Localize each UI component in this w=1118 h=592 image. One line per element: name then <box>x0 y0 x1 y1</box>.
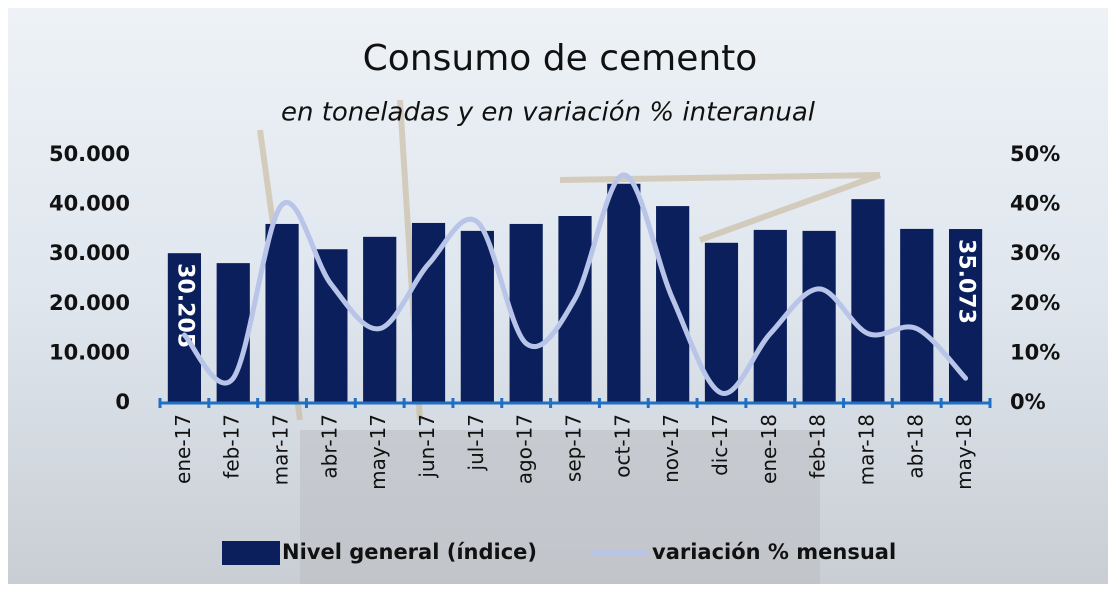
bar <box>948 229 983 403</box>
bar <box>753 229 787 403</box>
bar <box>558 216 592 403</box>
bar <box>900 228 934 403</box>
bar <box>460 230 494 403</box>
legend-label: variación % mensual <box>652 540 896 564</box>
bar <box>314 249 348 403</box>
x-tick-label: may-17 <box>366 414 390 490</box>
bar <box>265 223 299 403</box>
x-tick-label: mar-17 <box>269 414 293 485</box>
y-tick-label: 30.000 <box>49 241 130 265</box>
y2-tick-label: 50% <box>1010 142 1060 166</box>
x-tick-label: may-18 <box>952 414 976 490</box>
bar <box>509 223 543 403</box>
y2-tick-label: 30% <box>1010 241 1060 265</box>
bar <box>607 183 641 403</box>
y-tick-label: 0 <box>115 390 130 414</box>
legend-swatch <box>222 541 280 565</box>
bar <box>167 253 202 403</box>
x-tick-label: jun-17 <box>415 414 439 479</box>
x-tick-label: abr-18 <box>903 414 927 479</box>
y-tick-label: 20.000 <box>49 291 130 315</box>
y-tick-label: 40.000 <box>49 192 130 216</box>
x-tick-label: jul-17 <box>464 414 488 471</box>
bar <box>802 230 836 403</box>
x-tick-label: mar-18 <box>854 414 878 485</box>
chart-title: Consumo de cemento <box>363 38 758 79</box>
x-tick-label: dic-17 <box>708 414 732 476</box>
data-label: 35.073 <box>954 239 979 324</box>
y-tick-label: 10.000 <box>49 340 130 364</box>
x-tick-label: abr-17 <box>317 414 341 479</box>
line <box>181 172 969 396</box>
bar <box>851 199 885 403</box>
x-tick-label: nov-17 <box>659 414 683 483</box>
chart-subtitle: en toneladas y en variación % interanual <box>281 98 816 128</box>
y2-tick-label: 20% <box>1010 291 1060 315</box>
y2-tick-label: 0% <box>1010 390 1046 414</box>
y2-tick-label: 10% <box>1010 340 1060 364</box>
y-tick-label: 50.000 <box>49 142 130 166</box>
x-tick-label: feb-18 <box>806 414 830 479</box>
x-tick-label: feb-17 <box>220 414 244 479</box>
x-tick-label: sep-17 <box>562 414 586 482</box>
x-tick-label: ene-17 <box>171 414 195 484</box>
x-tick-label: ene-18 <box>757 414 781 484</box>
bar <box>704 242 739 403</box>
x-tick-label: ago-17 <box>513 414 537 484</box>
y2-tick-label: 40% <box>1010 192 1060 216</box>
x-tick-label: oct-17 <box>610 414 634 478</box>
legend-label: Nivel general (índice) <box>282 540 537 564</box>
building-decoration <box>300 430 820 584</box>
